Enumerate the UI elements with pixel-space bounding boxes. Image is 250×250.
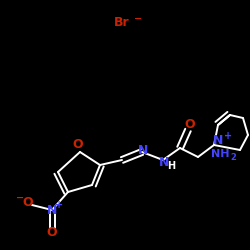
Text: Br: Br <box>114 16 130 28</box>
Text: +: + <box>224 131 232 141</box>
Text: −: − <box>134 14 142 24</box>
Text: NH: NH <box>211 149 229 159</box>
Text: O: O <box>23 196 33 208</box>
Text: O: O <box>185 118 195 130</box>
Text: 2: 2 <box>230 152 236 162</box>
Text: −: − <box>16 193 24 203</box>
Text: +: + <box>55 200 63 210</box>
Text: H: H <box>167 161 175 171</box>
Text: O: O <box>47 226 57 239</box>
Text: N: N <box>47 204 57 216</box>
Text: N: N <box>159 156 169 168</box>
Text: N: N <box>213 134 223 147</box>
Text: O: O <box>73 138 83 150</box>
Text: N: N <box>138 144 148 156</box>
